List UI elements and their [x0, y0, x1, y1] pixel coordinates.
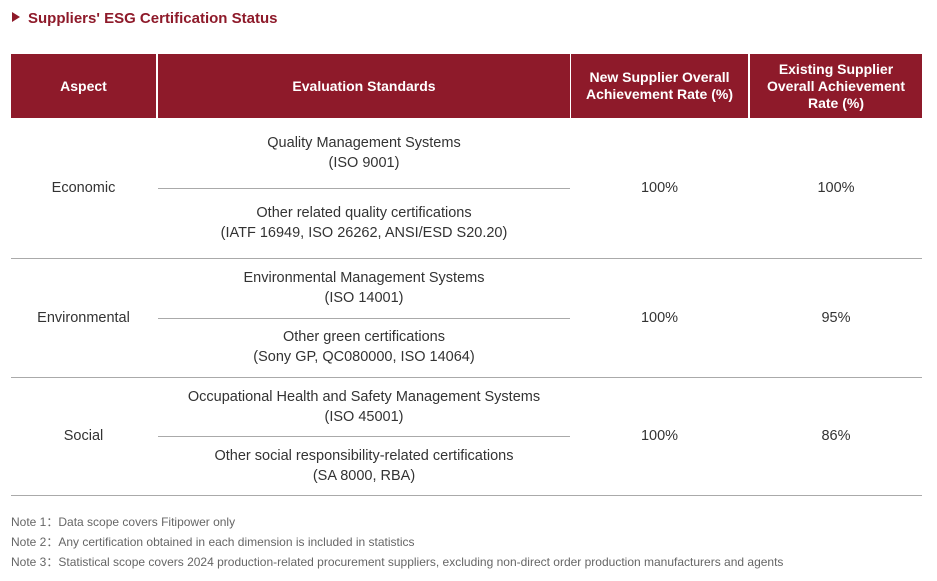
row-divider	[11, 258, 922, 259]
existing-rate-cell: 86%	[821, 428, 851, 444]
aspect-cell: Social	[63, 428, 104, 444]
existing-rate-cell: 95%	[821, 309, 851, 326]
existing-rate-cell: 100%	[817, 180, 855, 196]
header-cell: New Supplier Overall Achievement Rate (%…	[571, 54, 748, 118]
standard-code: (IATF 16949, ISO 26262, ANSI/ESD S20.20)	[220, 225, 508, 241]
standard-name: Occupational Health and Safety Managemen…	[187, 388, 541, 405]
section-title: Suppliers' ESG Certification Status	[12, 10, 277, 27]
aspect-cell: Environmental	[37, 309, 130, 326]
standard-name: Quality Management Systems	[267, 135, 461, 151]
standard-cell: Environmental Management Systems (ISO 140…	[158, 258, 570, 318]
sub-divider	[158, 436, 570, 437]
standard-cell: Other social responsibility-related cert…	[158, 436, 570, 495]
standard-name: Environmental Management Systems	[243, 269, 485, 286]
standard-code: (SA 8000, RBA)	[312, 467, 416, 484]
standard-cell: Other related quality certifications (IAT…	[158, 188, 570, 258]
standard-cell: Other green certifications (Sony GP, QC08…	[158, 318, 570, 378]
standard-name: Other green certifications	[283, 329, 445, 346]
standard-name: Other social responsibility-related cert…	[214, 447, 514, 464]
standard-code: (ISO 9001)	[328, 155, 400, 171]
sub-divider	[158, 188, 570, 189]
standard-name: Other related quality certifications	[256, 205, 472, 221]
new-rate-cell: 100%	[640, 428, 679, 444]
title-text: Suppliers' ESG Certification Status	[28, 10, 278, 27]
standard-cell: Quality Management Systems (ISO 9001)	[158, 118, 570, 188]
header-cell: Existing Supplier Overall Achievement Ra…	[750, 54, 922, 118]
note: Note 2：Any certification obtained in eac…	[11, 535, 415, 549]
new-rate-cell: 100%	[640, 309, 679, 326]
row-divider	[11, 377, 922, 378]
sub-divider	[158, 317, 570, 319]
standard-code: (Sony GP, QC080000, ISO 14064)	[253, 349, 475, 366]
aspect-cell: Economic	[51, 180, 116, 196]
row-divider	[11, 495, 922, 496]
standard-code: (ISO 45001)	[324, 408, 404, 425]
standard-code: (ISO 14001)	[324, 289, 404, 306]
note: Note 1：Data scope covers Fitipower only	[11, 515, 236, 529]
header-cell: Aspect	[11, 54, 156, 118]
title-marker	[12, 12, 20, 22]
standard-cell: Occupational Health and Safety Managemen…	[158, 377, 570, 436]
header-cell: Evaluation Standards	[158, 54, 570, 118]
note: Note 3：Statistical scope covers 2024 pro…	[11, 555, 784, 569]
new-rate-cell: 100%	[640, 180, 679, 196]
